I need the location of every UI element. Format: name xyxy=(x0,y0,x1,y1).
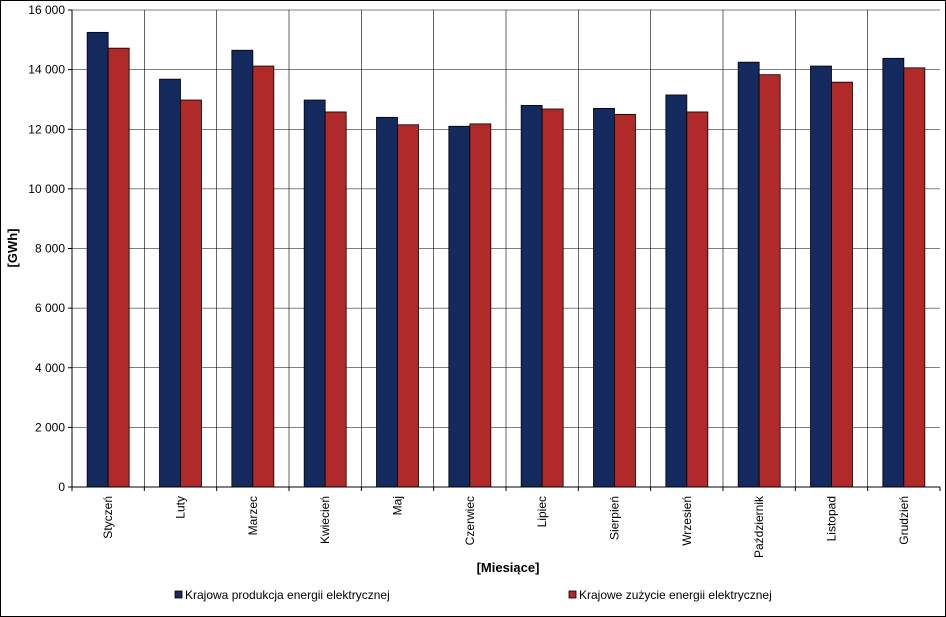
bar-production xyxy=(159,78,181,488)
bar-production xyxy=(520,105,543,488)
bar-production xyxy=(665,94,688,488)
bar-production xyxy=(593,107,615,488)
y-tick-label: 4 000 xyxy=(35,361,65,375)
bar-consumption xyxy=(831,81,853,488)
y-tick-label: 14 000 xyxy=(28,63,65,77)
x-tick-label: Marzec xyxy=(246,496,260,535)
y-tick-labels: 0 2 000 4 000 6 000 8 000 10 000 12 000 14 000 1… xyxy=(28,3,65,494)
bars xyxy=(86,31,926,488)
y-axis-title: [GWh] xyxy=(5,229,20,268)
x-tick-label: Czerwiec xyxy=(463,496,477,545)
y-tick-label: 0 xyxy=(58,480,65,494)
bar-consumption xyxy=(180,99,202,488)
x-tick-label: Grudzień xyxy=(897,496,911,545)
axes xyxy=(68,9,941,491)
bar-consumption xyxy=(903,67,926,488)
legend: Krajowa produkcja energii elektrycznej K… xyxy=(174,588,772,602)
gridlines xyxy=(72,9,940,487)
legend-label-production: Krajowa produkcja energii elektrycznej xyxy=(185,588,390,602)
bar-consumption xyxy=(541,108,564,488)
x-tick-label: Sierpień xyxy=(608,496,622,540)
x-tick-label: Kwiecień xyxy=(318,496,332,544)
x-tick-label: Lipiec xyxy=(535,496,549,527)
x-tick-label: Maj xyxy=(391,496,405,515)
bar-consumption xyxy=(107,47,130,488)
x-tick-label: Październik xyxy=(752,495,766,558)
bar-consumption xyxy=(686,111,709,488)
bar-consumption xyxy=(252,65,275,488)
x-tick-label: Styczeń xyxy=(101,496,115,539)
bar-production xyxy=(231,49,254,488)
bar-production xyxy=(376,116,398,488)
y-tick-label: 2 000 xyxy=(35,420,65,434)
bar-production xyxy=(303,99,326,488)
x-tick-label: Wrzesień xyxy=(680,496,694,546)
x-tick-label: Luty xyxy=(174,496,188,519)
y-tick-label: 16 000 xyxy=(28,3,65,17)
bar-production xyxy=(737,61,760,488)
legend-swatch-consumption xyxy=(568,590,577,599)
x-tick-labels: Styczeń Luty Marzec Kwiecień Maj Czerwiec Lipi… xyxy=(101,495,911,558)
bar-consumption xyxy=(758,74,781,488)
y-tick-label: 10 000 xyxy=(28,182,65,196)
bar-production xyxy=(810,65,832,488)
x-tick-label: Listopad xyxy=(825,496,839,541)
y-tick-label: 12 000 xyxy=(28,122,65,136)
bar-production xyxy=(86,31,109,488)
bar-production xyxy=(882,57,905,488)
legend-label-consumption: Krajowe zużycie energii elektrycznej xyxy=(579,588,772,602)
bar-consumption xyxy=(614,113,636,488)
legend-swatch-production xyxy=(174,590,183,599)
bar-consumption xyxy=(469,123,492,488)
bar-production xyxy=(448,125,471,488)
bar-consumption xyxy=(397,124,419,488)
x-axis-title: [Miesiące] xyxy=(477,560,540,575)
y-tick-label: 6 000 xyxy=(35,301,65,315)
y-tick-label: 8 000 xyxy=(35,242,65,256)
bar-consumption xyxy=(324,111,347,488)
